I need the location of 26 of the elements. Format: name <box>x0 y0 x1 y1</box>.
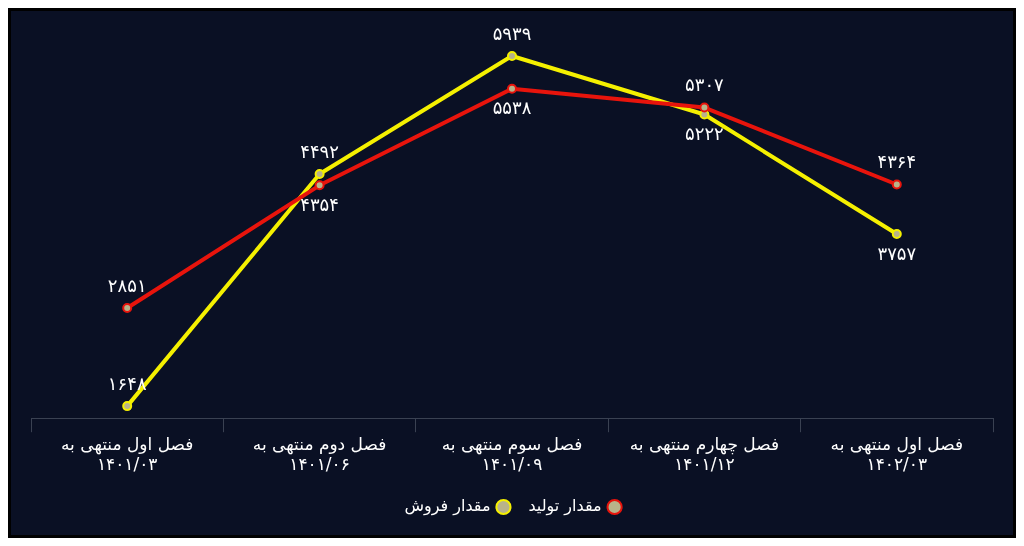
x-tick-label: فصل اول منتهی به ۱۴۰۲/۰۳ <box>830 433 964 475</box>
data-label: ۴۳۶۴ <box>877 151 917 173</box>
data-label: ۱۶۴۸ <box>107 372 147 394</box>
x-tick-label: فصل دوم منتهی به ۱۴۰۱/۰۶ <box>252 433 387 475</box>
legend-label: مقدار فروش <box>404 496 491 517</box>
data-label: ۴۴۹۲ <box>300 140 339 162</box>
x-tick-label: فصل سوم منتهی به ۱۴۰۱/۰۹ <box>441 433 583 475</box>
data-label: ۴۳۵۴ <box>300 193 339 215</box>
data-label: ۵۹۳۹ <box>492 22 532 44</box>
point <box>891 179 902 190</box>
point <box>699 102 710 113</box>
point <box>891 229 902 240</box>
data-label: ۲۸۵۱ <box>107 274 147 296</box>
x-tick-label: فصل اول منتهی به ۱۴۰۱/۰۳ <box>60 433 194 475</box>
point <box>314 180 325 191</box>
data-label: ۵۲۲۲ <box>685 123 724 145</box>
x-tick-label: فصل چهارم منتهی به ۱۴۰۱/۱۲ <box>629 433 780 475</box>
legend-label: مقدار تولید <box>528 496 602 517</box>
data-label: ۵۳۰۷ <box>685 74 725 96</box>
point <box>507 83 517 94</box>
data-label: ۳۷۵۷ <box>877 242 917 264</box>
point <box>314 169 325 180</box>
point <box>122 302 133 313</box>
point <box>507 50 517 61</box>
point <box>122 401 133 412</box>
data-label: ۵۵۳۸ <box>492 97 532 119</box>
